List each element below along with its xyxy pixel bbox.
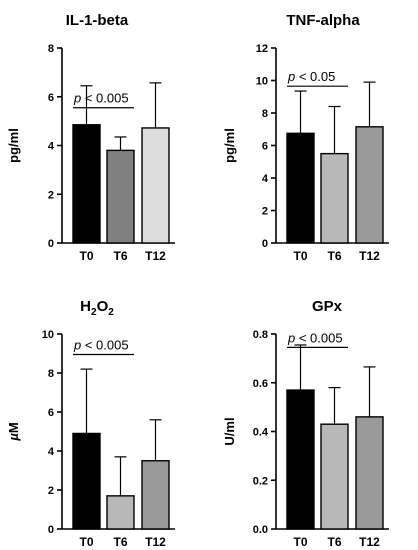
bar-t0	[286, 132, 315, 244]
chart-title: TNF-alpha	[286, 12, 360, 29]
significance-label: p < 0.005	[287, 330, 343, 345]
bar-t0	[72, 124, 101, 244]
bar-t0	[72, 432, 101, 530]
y-tick-label: 8	[262, 108, 268, 120]
x-tick-label: T0	[293, 535, 307, 549]
chart-panel-2: TNF-alpha pg/ml 0 2 4 6 8 10 12 T0 T6 T12 p < 0.05	[222, 12, 389, 263]
bar-t6	[320, 423, 349, 530]
y-tick-label: 0.4	[253, 427, 269, 439]
chart-panel-3: H2O2 µM 0 2 4 6 8 10 T0 T6 T12 p < 0.005	[6, 298, 175, 549]
y-tick-label: 2	[48, 485, 54, 497]
y-tick-label: 0	[48, 524, 54, 536]
significance-label: p < 0.005	[73, 91, 129, 106]
y-tick-label: 10	[42, 329, 54, 341]
x-tick-label: T6	[327, 535, 341, 549]
y-tick-label: 0	[48, 238, 54, 250]
bar-t12	[355, 416, 384, 530]
x-tick-label: T12	[359, 535, 380, 549]
x-tick-label: T0	[293, 249, 307, 263]
y-tick-label: 4	[262, 173, 269, 185]
y-tick-label: 10	[256, 76, 268, 88]
significance-label: p < 0.005	[73, 337, 129, 352]
y-axis-label: pg/ml	[222, 128, 237, 163]
chart-panel-4: GPx U/ml 0.0 0.2 0.4 0.6 0.8 T0 T6 T12 p < 0.005	[222, 298, 389, 549]
bar-t6	[320, 152, 349, 244]
y-tick-label: 4	[48, 446, 55, 458]
x-tick-label: T0	[79, 535, 93, 549]
bar-t12	[141, 460, 170, 530]
y-tick-label: 0	[262, 238, 268, 250]
x-tick-label: T6	[113, 535, 127, 549]
x-tick-label: T12	[359, 249, 380, 263]
x-tick-label: T0	[79, 249, 93, 263]
chart-panel-1: IL-1-beta pg/ml 0 2 4 6 8 T0 T6 T12 p < 0.005	[6, 12, 175, 263]
chart-title: GPx	[312, 298, 343, 315]
bar-t6	[106, 149, 135, 244]
y-tick-label: 12	[256, 43, 268, 55]
x-tick-label: T6	[113, 249, 127, 263]
y-axis-label: pg/ml	[6, 128, 21, 163]
y-tick-label: 2	[48, 189, 54, 201]
bar-t0	[286, 389, 315, 530]
x-tick-label: T12	[145, 249, 166, 263]
y-tick-label: 4	[48, 141, 55, 153]
bar-t6	[106, 495, 135, 530]
x-tick-label: T6	[327, 249, 341, 263]
chart-title: H2O2	[80, 298, 114, 318]
y-tick-label: 8	[48, 368, 54, 380]
x-tick-label: T12	[145, 535, 166, 549]
y-tick-label: 6	[48, 407, 54, 419]
chart-title: IL-1-beta	[66, 12, 129, 29]
significance-label: p < 0.05	[287, 69, 335, 84]
y-tick-label: 6	[48, 92, 54, 104]
y-tick-label: 0.8	[253, 329, 268, 341]
y-axis-label: µM	[6, 422, 21, 441]
y-axis-label: U/ml	[222, 417, 237, 445]
y-tick-label: 6	[262, 141, 268, 153]
y-tick-label: 2	[262, 206, 268, 218]
bar-t12	[141, 127, 170, 244]
y-tick-label: 0.2	[253, 475, 268, 487]
y-tick-label: 8	[48, 43, 54, 55]
y-tick-label: 0.6	[253, 378, 268, 390]
y-tick-label: 0.0	[253, 524, 268, 536]
bar-t12	[355, 126, 384, 244]
